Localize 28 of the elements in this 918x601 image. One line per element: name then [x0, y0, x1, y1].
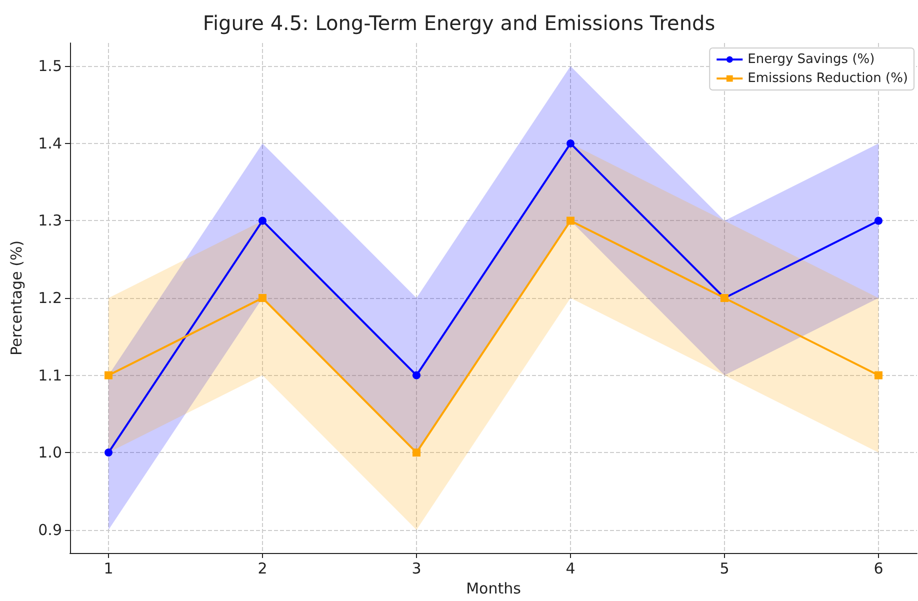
y-tick-label: 1.2	[38, 289, 62, 307]
point	[566, 139, 574, 148]
y-tick-label: 1.3	[38, 212, 62, 230]
y-tick-label: 0.9	[38, 520, 62, 539]
y-tick-label: 1.4	[38, 134, 62, 152]
x-tick-label: 1	[104, 560, 114, 578]
point	[566, 216, 574, 225]
point	[412, 371, 420, 380]
point	[104, 371, 112, 380]
x-tick-label: 2	[258, 560, 268, 578]
x-axis-title: Months	[466, 580, 522, 598]
x-tick-label: 6	[874, 560, 884, 578]
legend-label: Energy Savings (%)	[748, 52, 875, 67]
point	[874, 216, 882, 225]
chart-title: Figure 4.5: Long-Term Energy and Emissions Trends	[202, 11, 716, 35]
point	[874, 371, 882, 380]
y-tick-label: 1.0	[38, 444, 62, 462]
point	[258, 294, 266, 302]
x-tick-label: 3	[412, 560, 422, 578]
x-tick-label: 4	[566, 560, 576, 578]
point	[412, 448, 420, 457]
y-tick-label: 1.1	[38, 366, 62, 384]
legend-label: Emissions Reduction (%)	[748, 71, 908, 86]
x-tick-label: 5	[720, 560, 730, 578]
y-axis-title: Percentage (%)	[8, 240, 26, 356]
point	[258, 216, 266, 225]
y-tick-label: 1.5	[38, 57, 62, 76]
point	[104, 448, 112, 457]
